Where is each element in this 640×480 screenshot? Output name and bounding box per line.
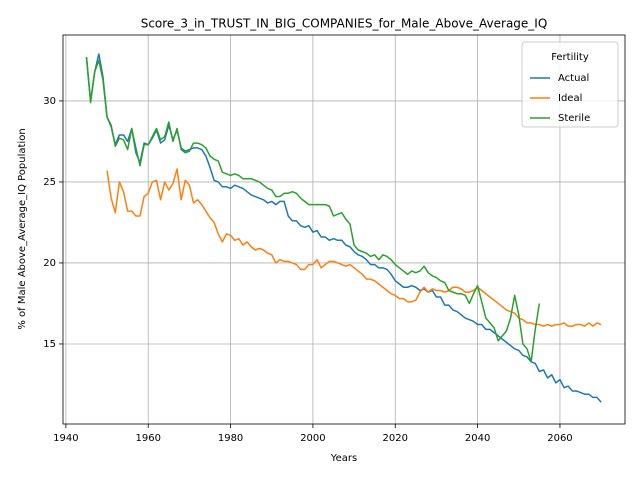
y-tick-label: 25 xyxy=(43,177,56,188)
y-axis-label: % of Male Above_Average_IQ Population xyxy=(17,128,28,329)
legend-box xyxy=(521,41,619,128)
legend-label: Ideal xyxy=(558,93,582,104)
y-tick-label: 20 xyxy=(43,258,56,269)
x-axis-label: Years xyxy=(330,453,357,464)
chart-title: Score_3_in_TRUST_IN_BIG_COMPANIES_for_Ma… xyxy=(141,17,548,31)
data-line xyxy=(85,57,541,363)
legend-label: Actual xyxy=(558,73,589,84)
x-tick-label: 2000 xyxy=(300,433,325,444)
x-tick-label: 2020 xyxy=(383,433,408,444)
x-tick-label: 1940 xyxy=(53,433,78,444)
x-tick-label: 1980 xyxy=(218,433,243,444)
x-tick-label: 1960 xyxy=(135,433,160,444)
x-tick-label: 2060 xyxy=(547,433,572,444)
plot-frame xyxy=(62,34,626,425)
y-tick-label: 30 xyxy=(43,96,56,107)
x-tick-label: 2040 xyxy=(465,433,490,444)
legend-label: Sterile xyxy=(558,113,590,124)
legend-title: Fertility xyxy=(551,52,589,63)
y-tick-label: 15 xyxy=(43,339,56,350)
